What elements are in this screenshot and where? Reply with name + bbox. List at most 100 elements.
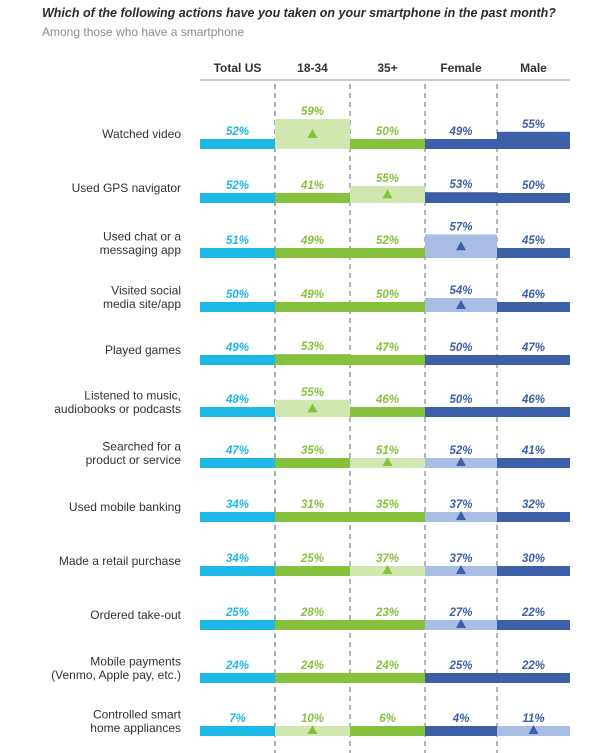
value-label: 50%	[376, 126, 399, 138]
value-label: 37%	[449, 553, 472, 565]
value-label: 22%	[521, 607, 545, 619]
value-label: 31%	[301, 499, 324, 511]
value-label: 50%	[376, 289, 399, 301]
column-header-total-us: Total US	[214, 61, 262, 75]
value-label: 32%	[522, 499, 545, 511]
row-label: product or service	[86, 453, 182, 467]
column-header-18-34: 18-34	[297, 61, 328, 75]
bar-female	[425, 673, 497, 683]
column-header-35: 35+	[377, 61, 397, 75]
bar-male	[497, 458, 570, 468]
column-header-male: Male	[520, 61, 547, 75]
significance-up-icon	[456, 300, 466, 309]
bar-total-us	[200, 512, 275, 522]
value-label: 59%	[301, 106, 324, 118]
bar-18-34	[275, 620, 350, 630]
significance-up-icon	[382, 189, 393, 199]
value-label: 49%	[300, 289, 324, 301]
value-label: 6%	[379, 713, 396, 725]
value-label: 25%	[300, 553, 324, 565]
bar-male	[497, 302, 570, 312]
significance-up-icon	[307, 129, 318, 138]
value-label: 23%	[375, 607, 399, 619]
significance-up-icon	[456, 241, 466, 251]
value-label: 34%	[226, 499, 249, 511]
bar-18-34	[275, 193, 350, 203]
bar-male	[497, 512, 570, 522]
row-label: Used GPS navigator	[72, 181, 181, 195]
value-label: 46%	[375, 394, 399, 406]
value-label: 28%	[300, 607, 324, 619]
bar-18-34	[275, 354, 350, 365]
bar-female	[425, 192, 497, 203]
row-label: home appliances	[90, 721, 181, 735]
value-label: 50%	[449, 342, 472, 354]
bar-female	[425, 726, 497, 736]
row-label: Controlled smart	[93, 707, 182, 721]
significance-up-icon	[456, 565, 466, 574]
bar-18-34	[275, 248, 350, 258]
bar-male	[497, 407, 570, 417]
bar-male	[497, 673, 570, 683]
bar-18-34	[275, 458, 350, 468]
row-label: Watched video	[102, 127, 181, 141]
bar-35	[350, 512, 425, 522]
value-label: 4%	[452, 713, 470, 725]
bar-35	[350, 302, 425, 312]
row-label: Mobile payments	[90, 654, 181, 668]
column-header-female: Female	[440, 61, 482, 75]
bar-female	[425, 407, 497, 417]
value-label: 55%	[301, 387, 324, 399]
bar-male	[497, 131, 570, 149]
bar-total-us	[200, 139, 275, 149]
significance-up-icon	[456, 619, 466, 628]
value-label: 52%	[226, 126, 249, 138]
bar-male	[497, 193, 570, 203]
value-label: 55%	[376, 173, 399, 185]
value-label: 47%	[225, 445, 249, 457]
value-label: 35%	[376, 499, 399, 511]
value-label: 51%	[376, 445, 399, 457]
value-label: 47%	[375, 342, 399, 354]
bar-35	[350, 673, 425, 683]
value-label: 25%	[448, 660, 472, 672]
value-label: 49%	[300, 235, 324, 247]
value-label: 10%	[301, 713, 324, 725]
value-label: 49%	[225, 342, 249, 354]
value-label: 46%	[521, 289, 545, 301]
value-label: 11%	[522, 713, 544, 725]
significance-up-icon	[456, 511, 466, 520]
bar-total-us	[200, 355, 275, 365]
significance-up-icon	[456, 457, 466, 466]
value-label: 22%	[521, 660, 545, 672]
bar-female	[425, 139, 497, 149]
row-label: Searched for a	[102, 439, 181, 453]
value-label: 50%	[522, 180, 545, 192]
value-label: 27%	[448, 607, 472, 619]
bar-total-us	[200, 407, 275, 417]
row-label: (Venmo, Apple pay, etc.)	[51, 668, 181, 682]
value-label: 24%	[225, 660, 249, 672]
value-label: 51%	[226, 235, 249, 247]
bar-total-us	[200, 458, 275, 468]
bar-18-34	[275, 512, 350, 522]
value-label: 52%	[376, 235, 399, 247]
value-label: 45%	[521, 235, 545, 247]
value-label: 50%	[449, 394, 472, 406]
value-label: 41%	[300, 180, 324, 192]
value-label: 25%	[225, 607, 249, 619]
bar-18-34	[275, 566, 350, 576]
bar-total-us	[200, 673, 275, 683]
bar-total-us	[200, 620, 275, 630]
bar-total-us	[200, 248, 275, 258]
row-label: messaging app	[100, 243, 182, 257]
bar-18-34	[275, 302, 350, 312]
row-label: Visited social	[111, 283, 181, 297]
value-label: 50%	[226, 289, 249, 301]
value-label: 24%	[300, 660, 324, 672]
value-label: 49%	[448, 126, 472, 138]
bar-35	[350, 355, 425, 365]
value-label: 46%	[521, 394, 545, 406]
value-label: 54%	[449, 285, 472, 297]
